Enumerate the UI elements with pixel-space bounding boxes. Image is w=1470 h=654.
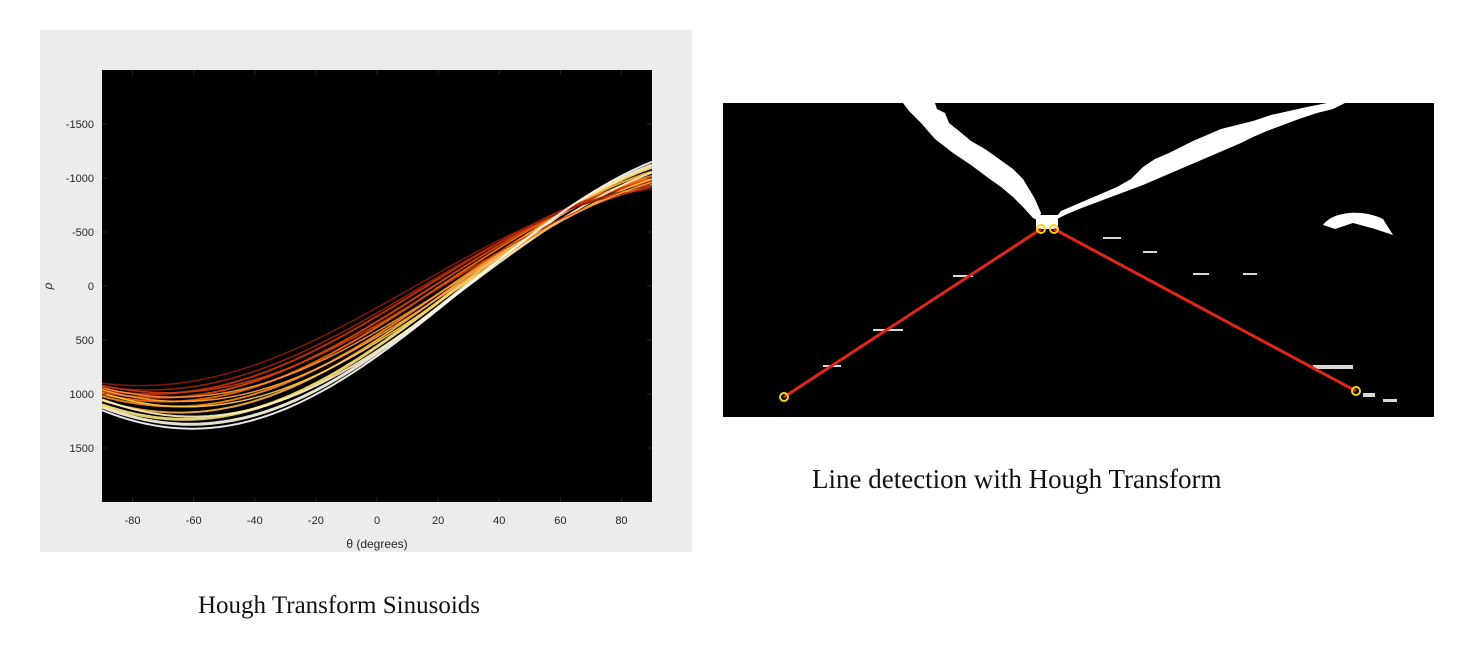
roadside-car xyxy=(1323,212,1393,235)
hough-sinusoid-curve xyxy=(102,185,652,394)
right-line-endpoint xyxy=(1351,386,1361,396)
hough-y-tick-label: 0 xyxy=(88,281,94,293)
sky-left-region xyxy=(903,103,1041,221)
hough-x-tick-label: 60 xyxy=(554,515,566,527)
hough-y-tick-label: -500 xyxy=(72,227,94,239)
hough-plot: -80 -60 -40 -20 0 20 40 60 80 -1500 -1000 -500 0 500… xyxy=(41,70,652,551)
hough-y-tick-label: -1000 xyxy=(66,173,94,185)
hough-plot-area xyxy=(102,70,652,502)
hough-sinusoid-curve xyxy=(102,160,652,430)
hough-x-axis-label: θ (degrees) xyxy=(346,537,407,551)
detected-left-lane-line xyxy=(783,227,1042,399)
road-scene xyxy=(723,103,1434,417)
hough-y-tick-label: 1000 xyxy=(70,389,94,401)
hough-x-tick-label: 40 xyxy=(493,515,505,527)
hough-y-tick-label: 500 xyxy=(76,335,94,347)
hough-x-tick-label: -60 xyxy=(186,515,202,527)
hough-figure-caption: Hough Transform Sinusoids xyxy=(198,592,480,619)
left-line-start-point xyxy=(1036,224,1046,234)
hough-y-tick-label: -1500 xyxy=(66,119,94,131)
line-detection-caption: Line detection with Hough Transform xyxy=(812,464,1222,494)
hough-x-tick-labels: -80 -60 -40 -20 0 20 40 60 80 xyxy=(125,515,628,527)
distant-vehicle xyxy=(1036,215,1058,229)
hough-sinusoid-band xyxy=(102,160,652,430)
hough-sinusoid-curve xyxy=(102,174,652,408)
right-line-start-point xyxy=(1049,224,1059,234)
hough-y-axis-label: ρ xyxy=(41,282,55,290)
left-line-endpoint xyxy=(779,392,789,402)
road-detection-image xyxy=(723,103,1434,417)
hough-x-tick-label: 20 xyxy=(432,515,444,527)
detected-right-lane-line xyxy=(1053,227,1357,393)
hough-y-tick-label: 1500 xyxy=(70,443,94,455)
hough-x-tick-label: 80 xyxy=(615,515,627,527)
hough-x-tick-label: -40 xyxy=(247,515,263,527)
hough-y-tick-labels: -1500 -1000 -500 0 500 1000 1500 xyxy=(66,119,94,455)
hough-sinusoid-curve xyxy=(102,181,652,403)
hough-x-tick-label: 0 xyxy=(374,515,380,527)
hough-x-tick-label: -80 xyxy=(125,515,141,527)
hough-axis-ticks xyxy=(102,70,652,502)
hough-x-tick-label: -20 xyxy=(308,515,324,527)
hough-figure-panel: -80 -60 -40 -20 0 20 40 60 80 -1500 -1000 -500 0 500… xyxy=(40,30,692,552)
